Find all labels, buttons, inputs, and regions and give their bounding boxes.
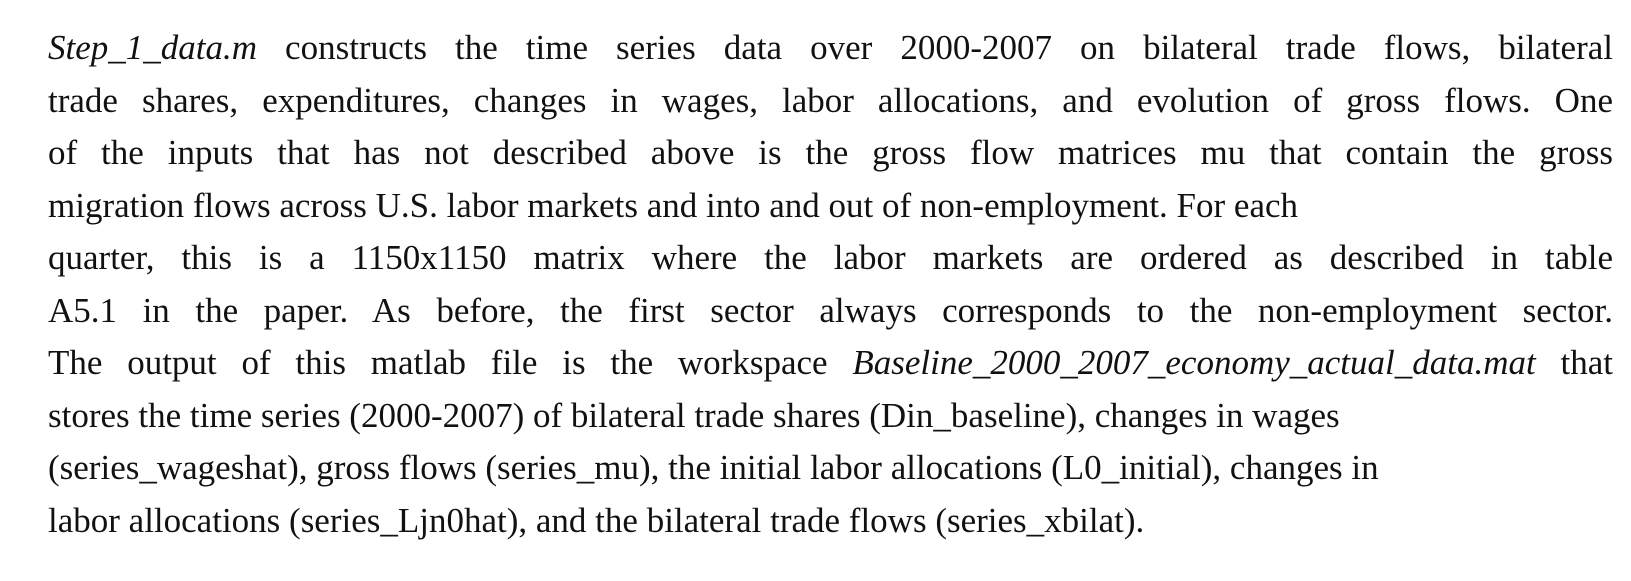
paragraph-line-2: trade shares, expenditures, changes in w… bbox=[48, 80, 1613, 120]
workspace-file-name: Baseline_2000_2007_economy_actual_data.m… bbox=[852, 343, 1536, 382]
line-1-text: constructs the time series data over 200… bbox=[257, 28, 1613, 67]
paragraph-line-5: quarter, this is a 1150x1150 matrix wher… bbox=[48, 238, 1613, 277]
paragraph-line-10: labor allocations (series_Ljn0hat), and … bbox=[48, 500, 1145, 540]
paragraph-line-1: Step_1_data.m constructs the time series… bbox=[48, 22, 1613, 75]
line-7-text-after: that bbox=[1535, 343, 1614, 382]
paragraph-line-3: of the inputs that has not described abo… bbox=[48, 133, 1613, 172]
paragraph-line-4: migration flows across U.S. labor market… bbox=[48, 185, 1299, 225]
paragraph-line-6: A5.1 in the paper. As before, the first … bbox=[48, 290, 1613, 330]
line-7-text-before: The output of this matlab file is the wo… bbox=[48, 343, 853, 382]
paragraph-line-8: stores the time series (2000-2007) of bi… bbox=[48, 395, 1340, 435]
paragraph-line-7: The output of this matlab file is the wo… bbox=[48, 337, 1613, 390]
document-paragraph: Step_1_data.m constructs the time series… bbox=[48, 22, 1613, 547]
paragraph-line-9: (series_wageshat), gross flows (series_m… bbox=[48, 448, 1379, 487]
script-file-name: Step_1_data.m bbox=[48, 28, 258, 67]
